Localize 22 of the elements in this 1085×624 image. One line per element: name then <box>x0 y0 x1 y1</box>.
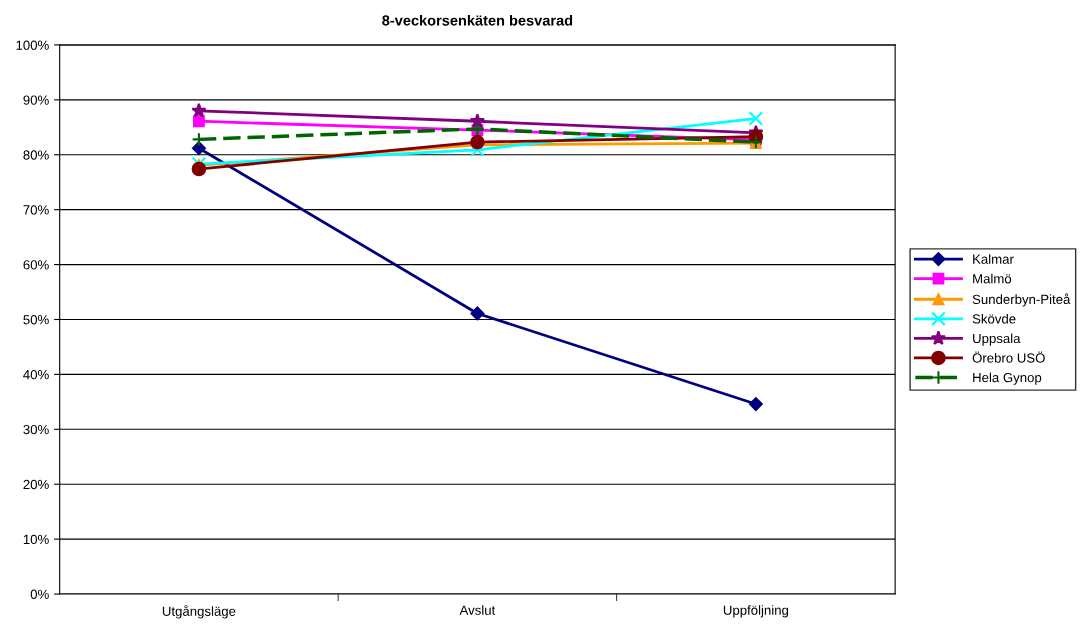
legend-label: Örebro USÖ <box>972 351 1045 363</box>
y-tick-label: 0% <box>30 589 49 599</box>
y-tick-label: 70% <box>23 205 49 215</box>
y-tick-label: 40% <box>23 369 49 380</box>
y-tick-label: 20% <box>23 479 49 490</box>
legend-label: Malmö <box>973 273 1012 284</box>
legend-label: Hela Gynop <box>973 372 1042 385</box>
legend-label: Skövde <box>972 313 1016 324</box>
y-tick-label: 80% <box>23 150 49 160</box>
y-tick-label: 90% <box>23 95 49 105</box>
x-tick-label: Uppföljning <box>723 605 789 618</box>
y-tick-label: 10% <box>23 534 49 545</box>
y-tick-label: 60% <box>23 260 49 270</box>
x-tick-label: Avslut <box>459 605 496 615</box>
y-tick-label: 100% <box>16 40 49 50</box>
y-tick-label: 50% <box>23 315 49 325</box>
y-tick-label: 30% <box>23 424 49 435</box>
chart-title: 8-veckorsenkäten besvarad <box>382 14 573 26</box>
legend-label: Kalmar <box>973 254 1014 264</box>
legend-label: Sunderbyn-Piteå <box>972 293 1071 307</box>
legend-label: Uppsala <box>973 333 1021 346</box>
x-tick-label: Utgångsläge <box>162 605 236 619</box>
